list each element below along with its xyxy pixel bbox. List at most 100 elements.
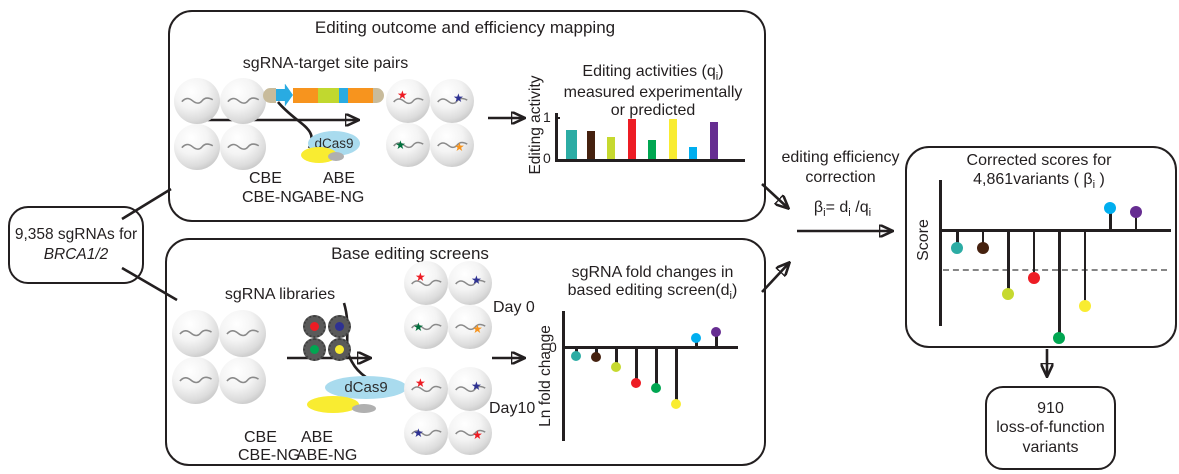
lollipop-dot	[1027, 272, 1040, 284]
edit-star-icon: ★	[413, 426, 424, 440]
activity-yaxis	[555, 113, 558, 161]
dcas9-bubble-bottom: dCas9	[325, 376, 407, 399]
lollipop-stem	[635, 347, 638, 383]
cell: ★	[386, 123, 430, 167]
bar	[607, 137, 615, 159]
ytick-1: 1	[543, 109, 551, 125]
lollipop-dot	[691, 333, 702, 343]
edit-star-icon: ★	[395, 138, 406, 152]
deaminase-blob-top	[301, 147, 337, 163]
day10-cells: ★ ★ ★ ★	[404, 367, 492, 455]
correction-label-line1: editing efficiency	[781, 149, 900, 166]
lollipop-dot	[591, 351, 602, 362]
construct-segment	[339, 87, 348, 103]
plain-cells-top	[174, 78, 266, 170]
abe-label-top: ABE	[323, 170, 356, 187]
edit-star-icon: ★	[472, 428, 483, 442]
cell: ★	[448, 411, 492, 455]
score-ylabel: Score	[915, 219, 932, 261]
cell	[220, 78, 266, 124]
bar	[566, 130, 577, 159]
base-editing-screens-box	[165, 238, 766, 466]
lollipop-stem	[615, 347, 618, 367]
editing-mapping-title: Editing outcome and efficiency mapping	[314, 18, 616, 37]
score-threshold-line	[943, 269, 1167, 271]
editing-activity-chart-title: Editing activities (qi) measured experim…	[548, 63, 758, 120]
sgrna-libraries-label: sgRNA libraries	[224, 286, 336, 303]
target-site-construct	[263, 83, 384, 107]
fold-change-yaxis	[562, 311, 565, 441]
construct-segment	[348, 87, 373, 103]
library-particle-icon	[328, 338, 351, 361]
lollipop-stem	[981, 230, 985, 248]
corrected-scores-title: Corrected scores for 4,861variants ( βi …	[905, 152, 1173, 192]
day0-label: Day 0	[493, 299, 535, 316]
cell: ★	[448, 367, 492, 411]
chart-title-line: or predicted	[610, 102, 696, 120]
edit-star-icon: ★	[471, 273, 482, 287]
fold-change-ytick-0: 0	[549, 339, 557, 355]
lollipop-dot	[1078, 300, 1091, 312]
library-particle-icon	[328, 315, 351, 338]
bar	[627, 118, 636, 159]
edited-cells-top: ★ ★ ★ ★	[386, 79, 474, 167]
correction-label-line2: correction	[805, 169, 876, 186]
lollipop-dot	[571, 351, 582, 361]
lollipop-dot	[671, 399, 682, 409]
cbe-ng-label-bottom: CBE-NG	[238, 447, 301, 464]
lollipop-stem	[715, 332, 718, 347]
cell: ★	[448, 305, 492, 349]
cell	[219, 310, 266, 357]
construct-segment	[276, 83, 293, 107]
edit-star-icon: ★	[453, 91, 464, 105]
edit-star-icon: ★	[415, 270, 426, 284]
activity-xaxis	[555, 159, 745, 162]
fold-change-zeroline	[562, 346, 738, 349]
lof-count: 910	[1037, 399, 1064, 417]
lollipop-stem	[956, 230, 959, 248]
lollipop-dot	[951, 242, 964, 254]
cell	[172, 310, 219, 357]
cell: ★	[448, 261, 492, 305]
lollipop-dot	[611, 361, 622, 372]
sgrna-library-particles	[303, 315, 351, 361]
score-zeroline	[939, 229, 1171, 232]
cell	[219, 357, 266, 404]
bar	[689, 146, 697, 159]
chart-title-line: Corrected scores for	[966, 152, 1112, 169]
lof-variants-box: 910 loss-of-function variants	[985, 386, 1116, 470]
cell: ★	[404, 305, 448, 349]
lollipop-stem	[1083, 230, 1087, 306]
score-yaxis	[939, 180, 942, 326]
lollipop-dot	[711, 327, 722, 337]
deaminase-blob-bottom	[307, 396, 359, 413]
lollipop-stem	[1032, 230, 1036, 278]
lollipop-stem	[1058, 230, 1061, 338]
editing-mapping-box	[168, 10, 766, 222]
lollipop-dot	[976, 242, 989, 254]
edit-star-icon: ★	[415, 376, 426, 390]
day0-cells: ★ ★ ★ ★	[404, 261, 492, 349]
chart-title-line: measured experimentally	[563, 83, 743, 101]
editing-activity-chart	[558, 113, 744, 159]
edit-star-icon: ★	[413, 320, 424, 334]
lollipop-stem	[1007, 230, 1010, 294]
fold-change-chart-title: sgRNA fold changes in based editing scre…	[545, 264, 760, 303]
cell: ★	[430, 123, 474, 167]
cell: ★	[386, 79, 430, 123]
day10-label: Day10	[489, 400, 536, 417]
corrected-scores-box	[905, 146, 1177, 348]
construct-segment	[293, 87, 318, 103]
sgrna-target-pairs-label: sgRNA-target site pairs	[242, 55, 409, 72]
bar	[586, 131, 595, 159]
construct-segment	[263, 87, 276, 103]
chart-title-line: 4,861variants ( βi )	[973, 170, 1105, 192]
lollipop-dot	[1002, 288, 1015, 300]
lollipop-stem	[1134, 212, 1138, 230]
ytick-0: 0	[543, 150, 551, 166]
edit-star-icon: ★	[472, 322, 483, 336]
cell: ★	[404, 367, 448, 411]
edit-star-icon: ★	[471, 379, 482, 393]
cbe-label-bottom: CBE	[244, 429, 277, 446]
